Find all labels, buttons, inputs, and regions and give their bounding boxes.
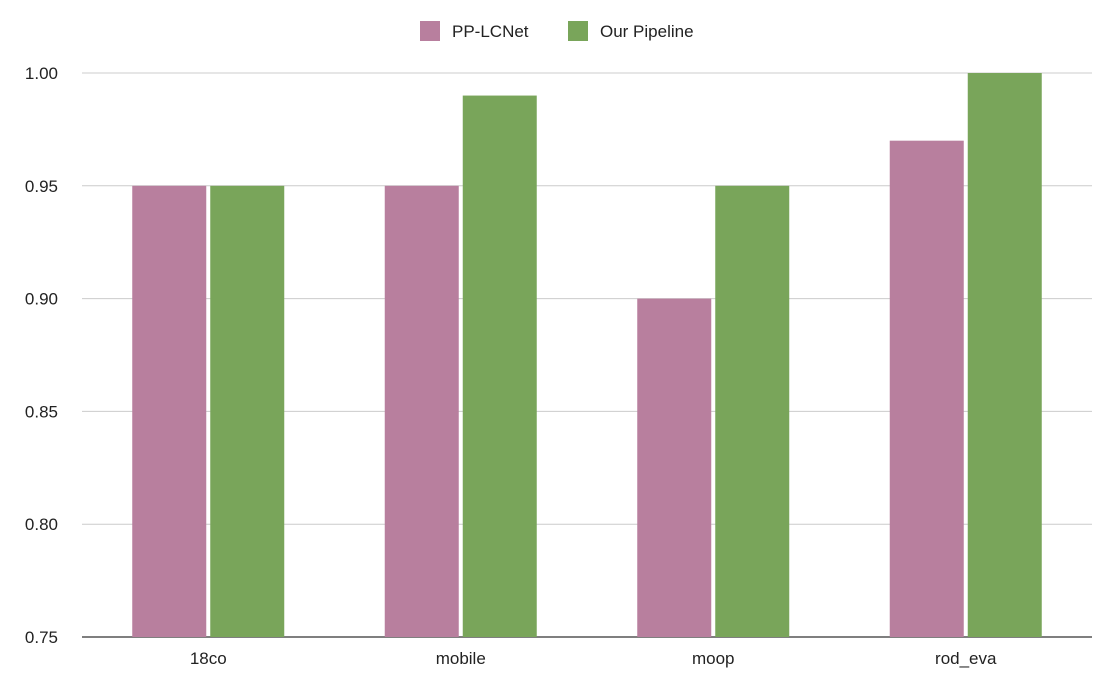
- bar-our-pipeline-18co: [210, 185, 285, 638]
- bars: [132, 73, 1042, 638]
- y-tick-label: 0.75: [25, 628, 58, 647]
- bar-pp-lcnet-moop: [637, 298, 712, 637]
- y-tick-label: 0.85: [25, 402, 58, 421]
- legend: PP-LCNet Our Pipeline: [420, 21, 694, 41]
- bar-pp-lcnet-mobile: [384, 185, 459, 638]
- x-tick-label: mobile: [436, 649, 486, 668]
- x-tick-label: 18co: [190, 649, 227, 668]
- bar-pp-lcnet-rod-eva: [889, 140, 964, 637]
- legend-swatch-our-pipeline: [568, 21, 588, 41]
- legend-label-pp-lcnet: PP-LCNet: [452, 22, 529, 41]
- y-axis: 0.75 0.80 0.85 0.90 0.95 1.00: [25, 64, 58, 647]
- y-tick-label: 0.90: [25, 290, 58, 309]
- legend-swatch-pp-lcnet: [420, 21, 440, 41]
- bar-our-pipeline-moop: [715, 185, 790, 638]
- y-tick-label: 0.95: [25, 177, 58, 196]
- bar-our-pipeline-mobile: [462, 95, 537, 637]
- x-tick-label: moop: [692, 649, 735, 668]
- y-tick-label: 1.00: [25, 64, 58, 83]
- x-axis: 18co mobile moop rod_eva: [190, 649, 997, 668]
- bar-pp-lcnet-18co: [132, 185, 207, 638]
- bar-our-pipeline-rod-eva: [967, 73, 1042, 637]
- y-tick-label: 0.80: [25, 515, 58, 534]
- x-tick-label: rod_eva: [935, 649, 997, 668]
- legend-label-our-pipeline: Our Pipeline: [600, 22, 694, 41]
